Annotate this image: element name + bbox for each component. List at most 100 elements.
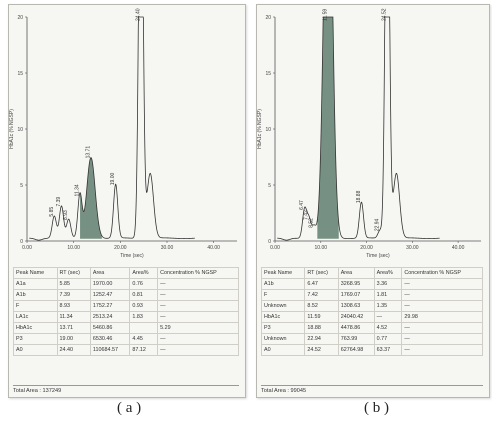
table-cell: 29.98 <box>401 311 483 323</box>
shaded-hba1c-peak <box>317 17 339 239</box>
column-header: Area <box>337 267 375 279</box>
table-cell: 8.52 <box>304 300 339 312</box>
peak-label: 6.47 <box>299 200 305 210</box>
column-header: Area% <box>129 267 159 279</box>
table-cell: 22.94 <box>304 333 339 345</box>
table-cell: 11.34 <box>56 311 91 323</box>
peak-label: 11.34 <box>74 184 80 196</box>
table-cell: 0.76 <box>129 278 159 290</box>
table-cell: P3 <box>13 333 58 345</box>
table-cell: 2513.24 <box>89 311 131 323</box>
column-header: RT (sec) <box>56 267 91 279</box>
table-cell: 1.35 <box>373 300 403 312</box>
column-header: Peak Name <box>260 267 306 279</box>
column-header: RT (sec) <box>304 267 339 279</box>
table-cell: 1769.07 <box>337 289 375 301</box>
table-cell: 62764.98 <box>337 344 375 356</box>
y-tick-label: 20 <box>265 15 271 21</box>
peak-label: 19.00 <box>110 173 116 186</box>
table-cell: 3268.95 <box>337 278 375 290</box>
caption-a: ( a ) <box>117 400 142 416</box>
table-header-row: Peak Name RT (sec) Area Area% Concentration … <box>260 267 483 279</box>
table-row: HbA1c 13.71 5460.86 5.29 <box>13 322 239 334</box>
table-cell: — <box>157 278 239 290</box>
x-tick-label: 0.00 <box>22 245 32 251</box>
table-cell: 13.71 <box>56 322 91 334</box>
table-cell: A1b <box>260 278 306 290</box>
table-cell: 0.81 <box>129 289 159 301</box>
column-header: Concentration % NGSP <box>401 267 483 279</box>
table-cell: 8.93 <box>56 300 91 312</box>
table-cell: A1a <box>13 278 58 290</box>
peak-label: 18.88 <box>356 190 362 203</box>
table-cell: 63.37 <box>373 344 403 356</box>
table-cell: Unknown <box>260 333 306 345</box>
table-cell: 5460.86 <box>89 322 131 334</box>
x-tick-label: 20.00 <box>114 245 127 251</box>
total-area-value: 99045 <box>290 388 307 394</box>
x-tick-label: 40.00 <box>207 245 220 251</box>
table-cell: 4478.86 <box>337 322 375 334</box>
chromatogram-trace <box>29 16 195 241</box>
peak-label: 5.85 <box>49 207 55 217</box>
table-cell: 763.99 <box>337 333 375 345</box>
chromatogram-chart-a: 0 5 10 15 20 0.00 10.00 20.00 30.00 40.00 Time (se… <box>9 8 237 259</box>
y-tick-label: 5 <box>268 183 271 189</box>
total-area-label: Total Area : <box>13 388 41 394</box>
table-cell: — <box>401 333 483 345</box>
peak-label: 13.71 <box>85 146 91 159</box>
table-cell: 1.83 <box>129 311 159 323</box>
x-tick-label: 30.00 <box>406 245 419 251</box>
table-cell: 6530.46 <box>89 333 131 345</box>
table-row: A0 24.52 62764.98 63.37— <box>260 344 483 356</box>
table-cell: — <box>157 289 239 301</box>
table-cell: — <box>401 322 483 334</box>
table-cell: 18.88 <box>304 322 339 334</box>
x-axis-label: Time (sec) <box>366 253 390 259</box>
table-row: A1a 5.85 1970.00 0.76— <box>13 278 239 290</box>
table-cell: 11.59 <box>304 311 339 323</box>
table-cell: 7.39 <box>56 289 91 301</box>
table-cell: — <box>401 278 483 290</box>
table-header-row: Peak Name RT (sec) Area Area% Concentration … <box>13 267 239 279</box>
total-area-value: 137249 <box>42 388 62 394</box>
peak-label: 8.93 <box>63 210 69 220</box>
table-cell: 4.45 <box>129 333 159 345</box>
peak-label: 24.52 <box>382 8 388 21</box>
table-cell: 6.47 <box>304 278 339 290</box>
x-tick-label: 30.00 <box>161 245 174 251</box>
table-cell: A1b <box>13 289 58 301</box>
table-row: F 7.42 1769.07 1.81— <box>260 289 483 301</box>
x-tick-label: 40.00 <box>452 245 465 251</box>
table-cell: F <box>260 289 306 301</box>
caption-b: ( b ) <box>364 400 389 416</box>
shaded-hba1c-peak <box>80 157 102 239</box>
column-header: Area% <box>373 267 403 279</box>
table-cell: 7.42 <box>304 289 339 301</box>
x-tick-label: 10.00 <box>67 245 80 251</box>
table-row: A1b 7.39 1252.47 0.81— <box>13 289 239 301</box>
table-cell: A0 <box>260 344 306 356</box>
y-tick-label: 10 <box>265 127 271 133</box>
peak-label: 8.52 <box>309 218 315 228</box>
table-cell: A0 <box>13 344 58 356</box>
column-header: Concentration % NGSP <box>157 267 239 279</box>
table-cell: — <box>373 311 403 323</box>
x-tick-label: 20.00 <box>360 245 373 251</box>
peak-label: 11.59 <box>323 9 329 21</box>
y-tick-label: 15 <box>17 71 23 77</box>
table-cell: P3 <box>260 322 306 334</box>
x-tick-label: 10.00 <box>315 245 328 251</box>
table-cell: 24.40 <box>56 344 91 356</box>
table-cell: 0.93 <box>129 300 159 312</box>
chromatogram-trace <box>277 16 440 241</box>
peak-label: 22.94 <box>375 218 381 231</box>
peak-label: 7.42 <box>303 210 309 220</box>
table-row: LA1c 11.34 2513.24 1.83— <box>13 311 239 323</box>
table-row: Unknown 22.94 763.99 0.77— <box>260 333 483 345</box>
table-row: P3 18.88 4478.86 4.52— <box>260 322 483 334</box>
peak-label: 7.39 <box>56 197 62 207</box>
table-row: HbA1c 11.59 24040.42—29.98 <box>260 311 483 323</box>
table-cell: 1252.47 <box>89 289 131 301</box>
peak-table-b: Peak Name RT (sec) Area Area% Concentration … <box>260 267 483 356</box>
